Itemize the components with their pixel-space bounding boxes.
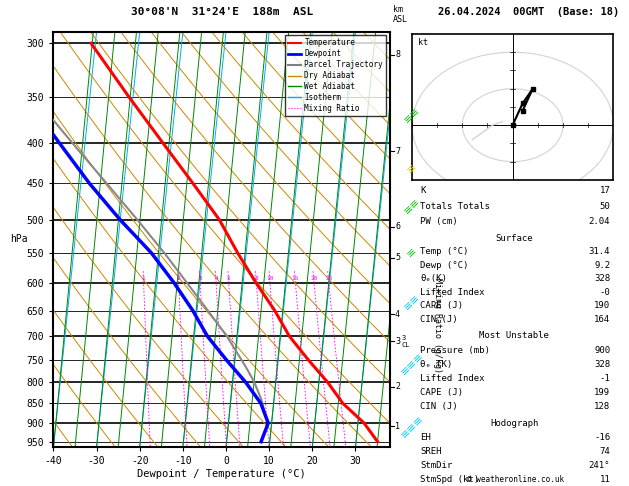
Text: -16: -16 xyxy=(594,433,610,442)
Text: 2: 2 xyxy=(177,276,181,281)
Text: 25: 25 xyxy=(325,276,333,281)
Text: ≡≡≡: ≡≡≡ xyxy=(399,350,425,378)
Text: 10: 10 xyxy=(266,276,274,281)
Text: ≡: ≡ xyxy=(405,245,419,259)
Text: 3: 3 xyxy=(395,337,400,346)
Text: Totals Totals: Totals Totals xyxy=(420,202,490,210)
Text: 8: 8 xyxy=(395,50,400,59)
Text: K: K xyxy=(420,186,426,195)
Text: 2.04: 2.04 xyxy=(589,217,610,226)
Text: Pressure (mb): Pressure (mb) xyxy=(420,346,490,354)
Text: 4: 4 xyxy=(214,276,218,281)
Text: Dewp (°C): Dewp (°C) xyxy=(420,261,469,270)
Text: 74: 74 xyxy=(599,447,610,456)
Text: 190: 190 xyxy=(594,301,610,311)
Text: Temp (°C): Temp (°C) xyxy=(420,247,469,256)
Text: -1: -1 xyxy=(599,374,610,383)
Text: θₑ (K): θₑ (K) xyxy=(420,360,452,369)
Text: 5: 5 xyxy=(227,276,231,281)
Text: 1: 1 xyxy=(395,421,400,431)
Text: 4: 4 xyxy=(395,310,400,319)
Text: CIN (J): CIN (J) xyxy=(420,315,458,324)
Text: 328: 328 xyxy=(594,275,610,283)
Text: 30°08'N  31°24'E  188m  ASL: 30°08'N 31°24'E 188m ASL xyxy=(131,7,313,17)
Text: -0: -0 xyxy=(599,288,610,297)
Text: © weatheronline.co.uk: © weatheronline.co.uk xyxy=(467,474,564,484)
Text: Mixing Ratio (g/kg): Mixing Ratio (g/kg) xyxy=(433,278,442,373)
Text: 8: 8 xyxy=(255,276,259,281)
Text: 31.4: 31.4 xyxy=(589,247,610,256)
Text: StmSpd (kt): StmSpd (kt) xyxy=(420,475,479,484)
Text: θₑ(K): θₑ(K) xyxy=(420,275,447,283)
Text: km
ASL: km ASL xyxy=(393,5,408,24)
Text: 26.04.2024  00GMT  (Base: 18): 26.04.2024 00GMT (Base: 18) xyxy=(438,7,619,17)
Text: Hodograph: Hodograph xyxy=(490,419,538,428)
Text: ≡≡: ≡≡ xyxy=(402,196,422,216)
Text: 199: 199 xyxy=(594,388,610,397)
Text: Lifted Index: Lifted Index xyxy=(420,374,485,383)
Text: 50: 50 xyxy=(599,202,610,210)
Text: 7: 7 xyxy=(395,147,400,156)
Text: 11: 11 xyxy=(599,475,610,484)
Text: StmDir: StmDir xyxy=(420,461,452,470)
Text: CAPE (J): CAPE (J) xyxy=(420,388,463,397)
Text: 20: 20 xyxy=(310,276,318,281)
X-axis label: Dewpoint / Temperature (°C): Dewpoint / Temperature (°C) xyxy=(137,469,306,479)
Text: 1: 1 xyxy=(142,276,145,281)
Text: Surface: Surface xyxy=(496,234,533,243)
Text: 900: 900 xyxy=(594,346,610,354)
Text: 6: 6 xyxy=(395,222,400,231)
Text: 2: 2 xyxy=(395,382,400,391)
Text: 328: 328 xyxy=(594,360,610,369)
Text: ≡≡≡: ≡≡≡ xyxy=(399,413,425,440)
Text: SREH: SREH xyxy=(420,447,442,456)
Text: CIN (J): CIN (J) xyxy=(420,402,458,411)
Text: 9.2: 9.2 xyxy=(594,261,610,270)
Text: ≡≡: ≡≡ xyxy=(402,292,422,312)
Text: Lifted Index: Lifted Index xyxy=(420,288,485,297)
Text: Most Unstable: Most Unstable xyxy=(479,331,549,340)
Text: 3
CL: 3 CL xyxy=(402,334,410,347)
Text: 15: 15 xyxy=(292,276,299,281)
Text: kt: kt xyxy=(418,38,428,48)
Text: CAPE (J): CAPE (J) xyxy=(420,301,463,311)
Text: 17: 17 xyxy=(599,186,610,195)
Text: 128: 128 xyxy=(594,402,610,411)
Text: 164: 164 xyxy=(594,315,610,324)
Text: hPa: hPa xyxy=(10,234,28,244)
Text: 5: 5 xyxy=(395,253,400,262)
Text: 3: 3 xyxy=(198,276,202,281)
Text: 241°: 241° xyxy=(589,461,610,470)
Legend: Temperature, Dewpoint, Parcel Trajectory, Dry Adiabat, Wet Adiabat, Isotherm, Mi: Temperature, Dewpoint, Parcel Trajectory… xyxy=(284,35,386,116)
Text: ≡≡: ≡≡ xyxy=(402,104,422,125)
Text: ≡: ≡ xyxy=(405,162,419,175)
Text: EH: EH xyxy=(420,433,431,442)
Text: PW (cm): PW (cm) xyxy=(420,217,458,226)
